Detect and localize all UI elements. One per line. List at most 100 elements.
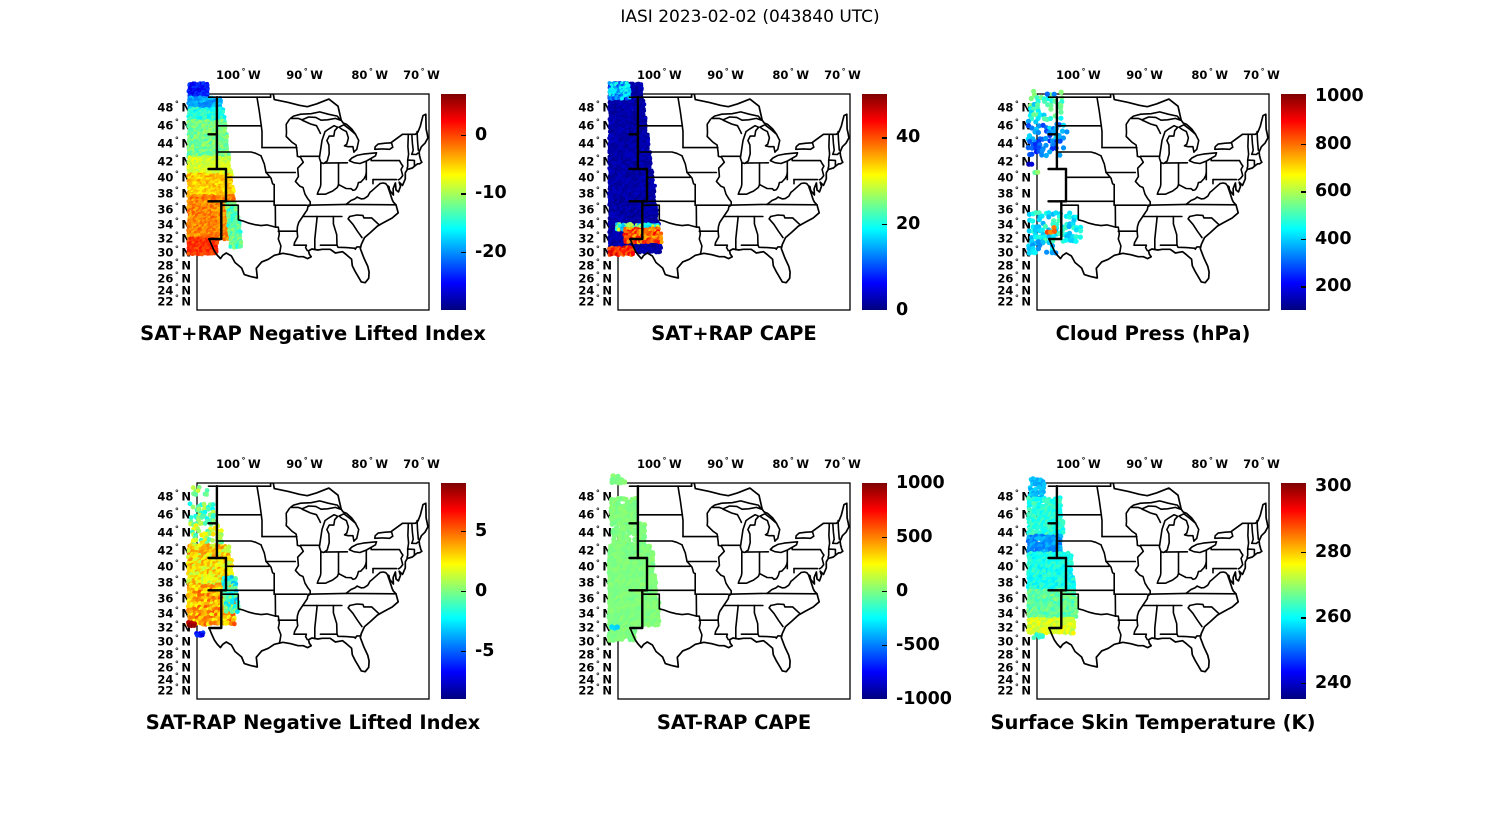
lon-tick-label: 100 ° W: [637, 456, 682, 471]
lat-tick-label: 40°N: [560, 559, 612, 574]
degree-symbol: °: [174, 590, 179, 600]
colorbar-tick-label: 260: [1315, 607, 1352, 628]
degree-symbol: °: [595, 282, 600, 292]
colorbar-tick: [1301, 191, 1306, 193]
lat-tick-label: 44 ° N: [139, 525, 191, 540]
lon-tick-value: 70: [403, 68, 420, 82]
lat-tick-value: 42: [157, 543, 174, 558]
colorbar-tick: [461, 591, 466, 593]
lon-tick-label: 90 ° W: [286, 67, 323, 82]
lat-tick-value: 30: [157, 634, 174, 649]
lat-tick-value: 38: [578, 186, 595, 201]
lat-tick-hemisphere: N: [1021, 543, 1031, 558]
lon-tick-hemisphere: W: [731, 68, 744, 82]
degree-symbol: °: [174, 153, 179, 163]
lat-tick-label: 42 ° N: [979, 542, 1031, 557]
lat-tick-hemisphere: N: [181, 245, 191, 260]
degree-symbol: °: [303, 67, 308, 76]
lat-tick-label: 40°N: [139, 170, 191, 185]
degree-symbol: °: [595, 244, 600, 254]
degree-symbol: °: [662, 456, 667, 465]
lat-tick-hemisphere: N: [1021, 100, 1031, 115]
lat-tick-hemisphere: N: [1021, 683, 1031, 698]
lon-tick-hemisphere: W: [731, 457, 744, 471]
colorbar-tick: [882, 591, 887, 593]
lon-tick-hemisphere: W: [427, 68, 440, 82]
degree-symbol: °: [1208, 456, 1213, 465]
degree-symbol: °: [1014, 558, 1019, 568]
lat-tick-hemisphere: N: [181, 258, 191, 273]
lat-tick-hemisphere: N: [181, 118, 191, 133]
lat-tick-label: 46°N: [560, 118, 612, 133]
lat-tick-hemisphere: N: [602, 647, 612, 662]
colorbar-tick: [1301, 551, 1306, 554]
lat-tick-label: 28 ° N: [560, 647, 612, 662]
lat-tick-hemisphere: N: [602, 231, 612, 246]
lon-tick-label: 80 ° W: [1191, 67, 1228, 82]
lat-tick-value: 46: [997, 507, 1014, 522]
lat-tick-hemisphere: N: [1021, 271, 1031, 286]
lat-tick-value: 24: [578, 672, 595, 687]
lat-tick-label: 30 ° N: [979, 633, 1031, 648]
lat-tick-value: 34: [578, 217, 595, 232]
lat-tick-hemisphere: N: [181, 202, 191, 217]
degree-symbol: °: [595, 230, 600, 240]
lat-tick-label: 28 ° N: [979, 258, 1031, 273]
lat-tick-label: 42 ° N: [979, 153, 1031, 168]
lat-tick-value: 40: [578, 170, 595, 185]
lat-tick-value: 32: [157, 231, 174, 246]
map-canvas: [185, 482, 430, 700]
lon-tick-hemisphere: W: [796, 68, 810, 82]
colorbar-tick-label: 1000: [896, 473, 945, 493]
colorbar-tick: [1301, 286, 1306, 288]
degree-symbol: °: [595, 488, 600, 498]
degree-symbol: °: [662, 67, 667, 76]
degree-symbol: °: [595, 524, 600, 534]
degree-symbol: °: [595, 153, 600, 163]
panel-sat-rap-negative-lifted-index: 100 ° W 90 ° W 80 ° W 70 ° W 48 ° N 46 ° N 44 ° N 42 ° N 40 ° N 38 °…: [137, 449, 549, 747]
lat-tick-value: 26: [157, 271, 174, 286]
lat-tick-label: 26 ° N: [139, 659, 191, 674]
lon-tick-label: 70 ° W: [824, 456, 861, 471]
lat-tick-hemisphere: N: [181, 186, 191, 201]
lat-tick-hemisphere: N: [1021, 672, 1031, 687]
lat-tick-label: 46°N: [979, 118, 1031, 133]
lat-tick-label: 44 ° N: [560, 136, 612, 151]
lat-tick-label: 36 ° N: [139, 201, 191, 216]
lat-tick-label: 48 ° N: [139, 99, 191, 114]
lat-tick-hemisphere: N: [1021, 647, 1031, 662]
lat-tick-value: 24: [157, 283, 174, 298]
lat-tick-label: 26 ° N: [979, 270, 1031, 285]
lat-tick-hemisphere: N: [602, 100, 612, 115]
degree-symbol: °: [174, 506, 179, 516]
lat-tick-hemisphere: N: [1021, 186, 1031, 201]
degree-symbol: °: [595, 216, 600, 226]
lat-tick-hemisphere: N: [602, 543, 612, 558]
lat-tick-value: 34: [157, 606, 174, 621]
colorbar-tick-label: 600: [1315, 181, 1352, 202]
lat-tick-label: 46°N: [979, 507, 1031, 522]
lon-tick-value: 90: [286, 68, 303, 82]
colorbar-tick-label: -1000: [896, 689, 952, 709]
degree-symbol: °: [1014, 135, 1019, 145]
degree-symbol: °: [1014, 99, 1019, 109]
lon-tick-hemisphere: W: [1215, 68, 1229, 82]
lat-tick-label: 22 ° N: [979, 682, 1031, 697]
lat-tick-hemisphere: N: [181, 283, 191, 298]
lat-tick-label: 42 ° N: [560, 542, 612, 557]
degree-symbol: °: [595, 293, 600, 303]
lat-tick-label: 32 ° N: [979, 231, 1031, 246]
lat-tick-label: 40°N: [560, 170, 612, 185]
lat-tick-label: 44 ° N: [139, 136, 191, 151]
lat-tick-value: 28: [997, 258, 1014, 273]
lat-tick-value: 28: [578, 258, 595, 273]
lat-tick-hemisphere: N: [1021, 136, 1031, 151]
lat-tick-value: 22: [157, 294, 174, 309]
lat-tick-label: 38°N: [979, 186, 1031, 201]
lat-tick-label: 38°N: [560, 186, 612, 201]
colorbar-tick-label: -10: [475, 183, 507, 204]
lat-tick-label: 40°N: [979, 559, 1031, 574]
lon-tick-label: 100 ° W: [1056, 67, 1101, 82]
lat-tick-value: 48: [578, 100, 595, 115]
lon-tick-hemisphere: W: [668, 457, 682, 471]
